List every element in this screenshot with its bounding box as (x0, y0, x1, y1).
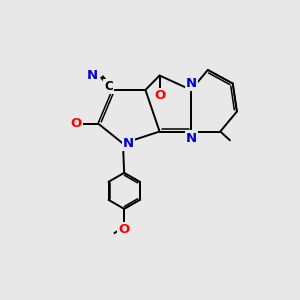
Text: O: O (70, 117, 82, 130)
Text: O: O (118, 224, 130, 236)
Text: O: O (154, 89, 165, 102)
Text: C: C (104, 80, 113, 93)
Text: N: N (186, 131, 197, 145)
Text: N: N (186, 77, 197, 90)
Text: N: N (87, 69, 98, 82)
Text: N: N (123, 137, 134, 150)
